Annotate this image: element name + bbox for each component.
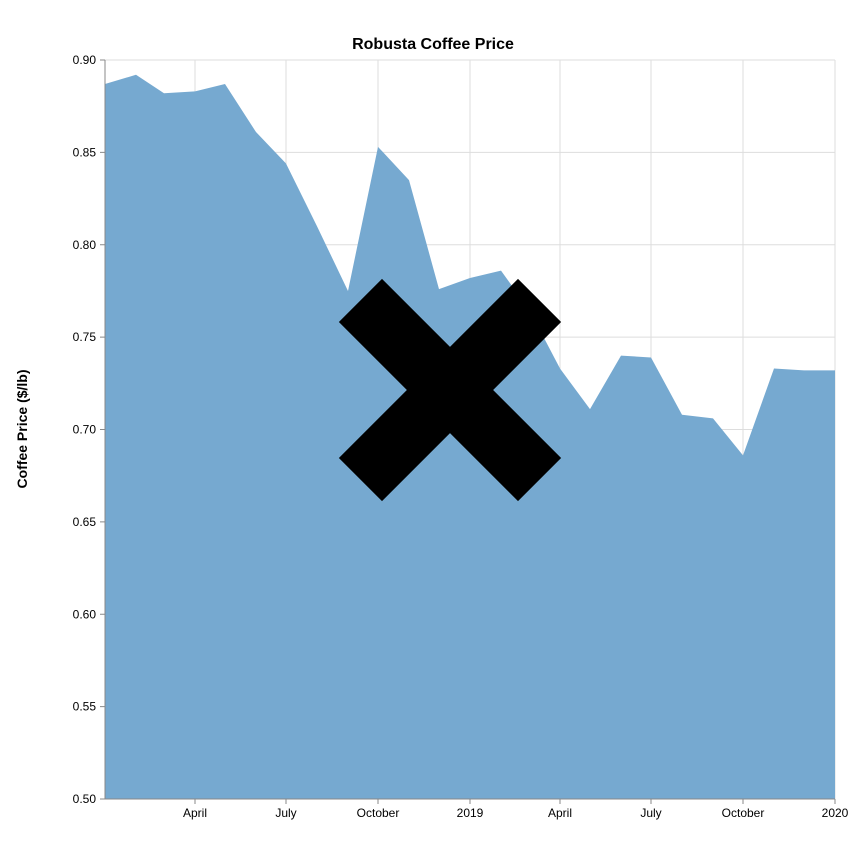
axes: 0.90 0.85 0.80 0.75 0.70 0.65 0.60 0.55 0.50 Apri… xyxy=(73,53,849,820)
x-tick-label: 2020 xyxy=(822,806,849,820)
x-overlay-mark xyxy=(338,278,562,502)
y-tick-label: 0.55 xyxy=(73,700,97,714)
y-tick-label: 0.60 xyxy=(73,607,97,621)
x-tick-label: April xyxy=(548,806,572,820)
x-tick-label: April xyxy=(183,806,207,820)
y-tick-label: 0.70 xyxy=(73,423,97,437)
x-mark-stroke-2 xyxy=(338,278,562,502)
y-axis-title: Coffee Price ($/lb) xyxy=(14,369,30,488)
x-tick-label: October xyxy=(357,806,400,820)
y-tick-label: 0.90 xyxy=(73,53,97,67)
x-tick-label: July xyxy=(640,806,661,820)
y-tick-label: 0.85 xyxy=(73,145,97,159)
y-tick-label: 0.75 xyxy=(73,330,97,344)
y-tick-label: 0.50 xyxy=(73,792,97,806)
y-tick-label: 0.65 xyxy=(73,515,97,529)
x-tick-label: 2019 xyxy=(457,806,484,820)
x-tick-label: July xyxy=(275,806,296,820)
y-tick-label: 0.80 xyxy=(73,238,97,252)
x-tick-label: October xyxy=(722,806,765,820)
chart-title: Robusta Coffee Price xyxy=(352,36,514,53)
